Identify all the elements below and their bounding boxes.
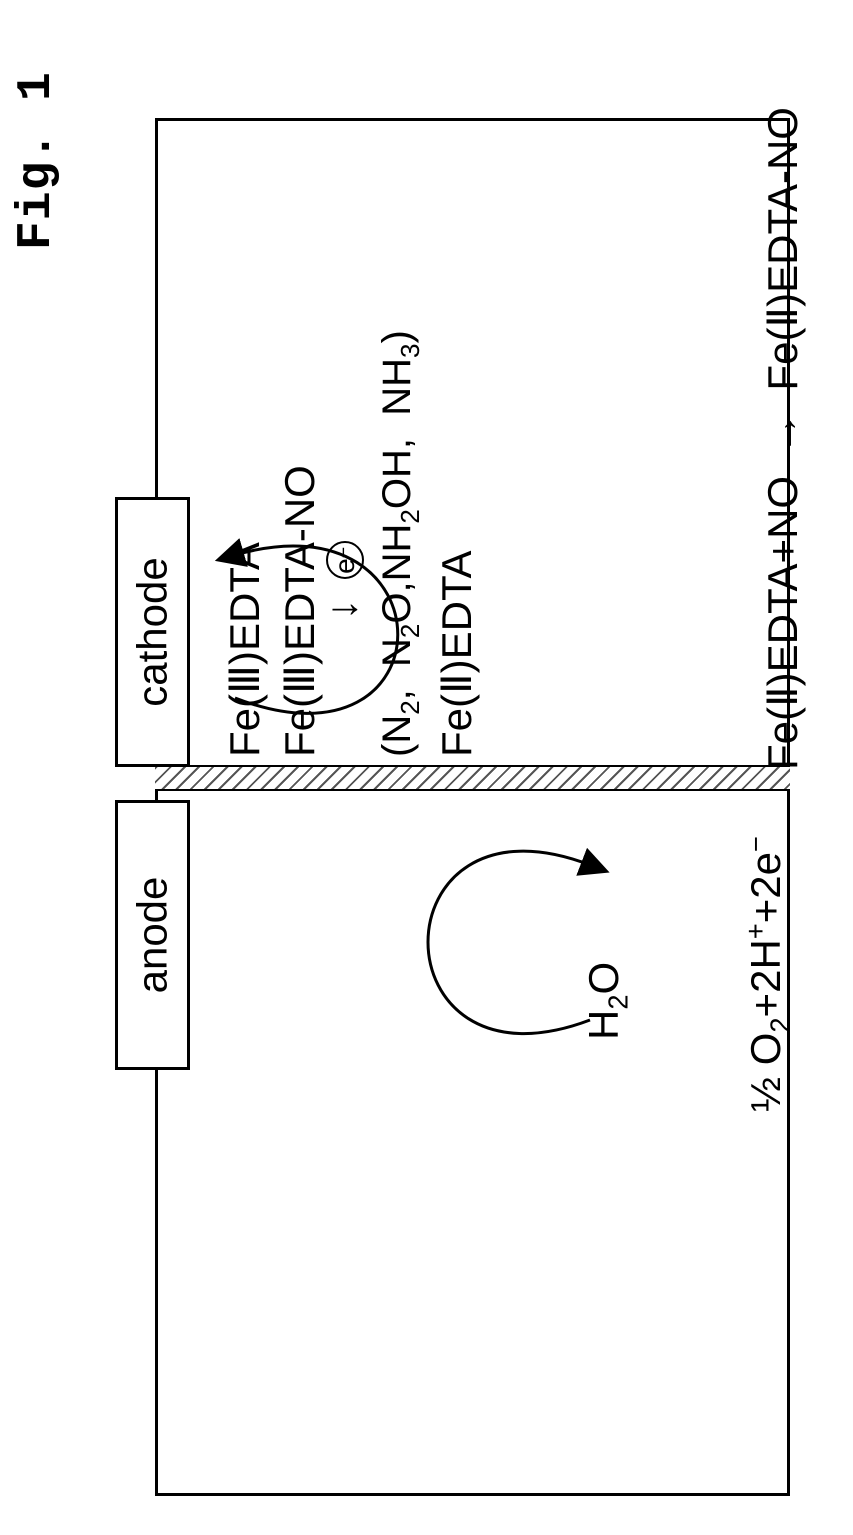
reaction-arrow-icon: →	[759, 412, 806, 454]
cell-reaction-rhs: Fe(Ⅱ)EDTA-NO	[759, 107, 806, 391]
cathode-output: Fe(Ⅱ)EDTA	[432, 550, 481, 757]
electron-icon: e−	[326, 541, 364, 579]
cell-reaction: Fe(Ⅱ)EDTA+NO → Fe(Ⅱ)EDTA-NO	[758, 107, 807, 770]
cell-reaction-lhs: Fe(Ⅱ)EDTA+NO	[759, 476, 806, 770]
cathode-input-1: Fe(Ⅲ)EDTA	[220, 542, 269, 757]
cathode-input-2: Fe(Ⅲ)EDTA-NO	[275, 465, 324, 757]
down-arrow-icon: ↓	[318, 599, 365, 620]
cathode-byproducts: (N2, N2O,NH2OH, NH3)	[375, 330, 426, 757]
cathode-arrow	[0, 0, 853, 1535]
cathode-reduce-arrow: ↓ e−	[318, 541, 366, 620]
